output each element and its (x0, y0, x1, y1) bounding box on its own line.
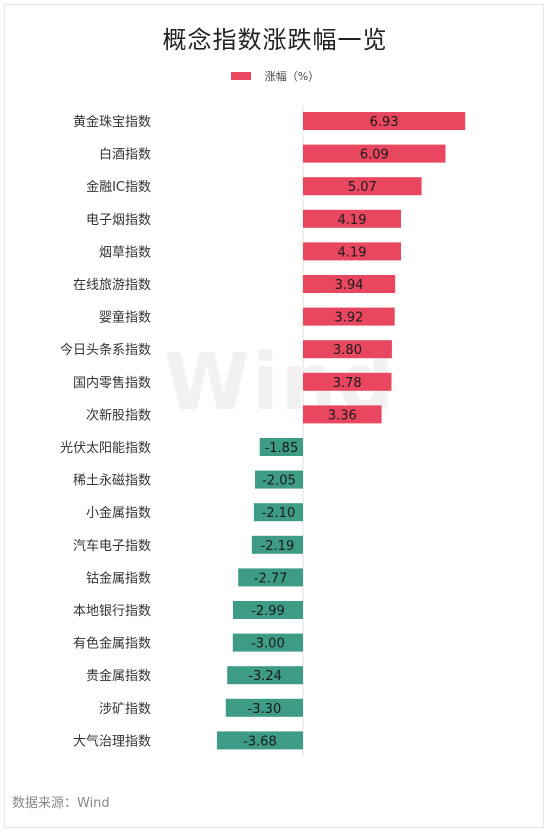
bar (251, 535, 303, 554)
category-label: 金融IC指数 (86, 179, 151, 195)
bar (303, 177, 422, 196)
data-label: 6.93 (370, 115, 399, 130)
bar (227, 666, 303, 685)
category-label: 烟草指数 (99, 245, 151, 260)
bar (232, 633, 303, 652)
category-label: 本地银行指数 (73, 604, 151, 619)
data-label: 3.80 (333, 343, 362, 358)
data-label: 4.19 (338, 245, 367, 260)
bar (303, 405, 382, 424)
data-label: -2.10 (262, 506, 296, 521)
category-label: 有色金属指数 (73, 636, 151, 652)
category-label: 黄金珠宝指数 (73, 114, 151, 130)
data-label: -2.77 (254, 571, 288, 586)
data-label: -2.05 (262, 474, 296, 489)
bar (225, 698, 303, 717)
data-label: 3.36 (328, 408, 357, 423)
category-label: 光伏太阳能指数 (60, 441, 151, 456)
bar (259, 438, 303, 456)
data-label: -1.85 (265, 441, 299, 456)
data-label: 3.94 (335, 278, 364, 293)
category-label: 贵金属指数 (86, 668, 151, 684)
category-label: 婴童指数 (99, 310, 151, 326)
bar (303, 242, 401, 261)
data-label: -3.68 (243, 734, 277, 749)
data-label: 5.07 (348, 180, 377, 195)
bar (253, 503, 303, 522)
data-label: 6.09 (360, 148, 389, 163)
data-label: 4.19 (338, 213, 367, 228)
bar (303, 275, 396, 293)
category-label: 小金属指数 (86, 505, 151, 521)
bar (303, 144, 446, 163)
category-label: 钴金属指数 (86, 570, 151, 586)
data-label: 3.92 (334, 311, 363, 326)
category-label: 汽车电子指数 (73, 538, 151, 554)
data-label: -3.30 (248, 702, 282, 717)
data-label: -3.24 (248, 669, 282, 684)
data-label: -2.19 (261, 539, 295, 554)
data-label: 3.78 (333, 376, 362, 391)
category-label: 在线旅游指数 (73, 278, 151, 293)
bar (303, 340, 392, 359)
bar (216, 731, 303, 750)
bar (303, 307, 395, 326)
bar (233, 601, 303, 619)
bar (303, 372, 392, 391)
category-label: 稀土永磁指数 (73, 474, 151, 489)
category-label: 涉矿指数 (99, 702, 151, 717)
data-label: -2.99 (251, 604, 285, 619)
source-note: 数据来源：Wind (12, 796, 110, 811)
category-label: 今日头条系指数 (60, 342, 151, 358)
category-label: 白酒指数 (99, 147, 151, 163)
chart-title: 概念指数涨跌幅一览 (162, 26, 388, 54)
category-label: 次新股指数 (86, 407, 151, 423)
category-label: 大气治理指数 (73, 733, 151, 749)
category-label: 电子烟指数 (86, 213, 151, 228)
legend-label: 涨幅（%） (264, 70, 320, 83)
category-label: 国内零售指数 (73, 375, 151, 391)
bar (238, 568, 303, 587)
legend: 涨幅（%） (0, 68, 550, 84)
data-label: -3.00 (251, 637, 285, 652)
bar (303, 112, 466, 130)
bar (303, 209, 401, 228)
chart-frame (4, 4, 544, 828)
bar (255, 470, 303, 489)
legend-swatch (230, 72, 251, 80)
